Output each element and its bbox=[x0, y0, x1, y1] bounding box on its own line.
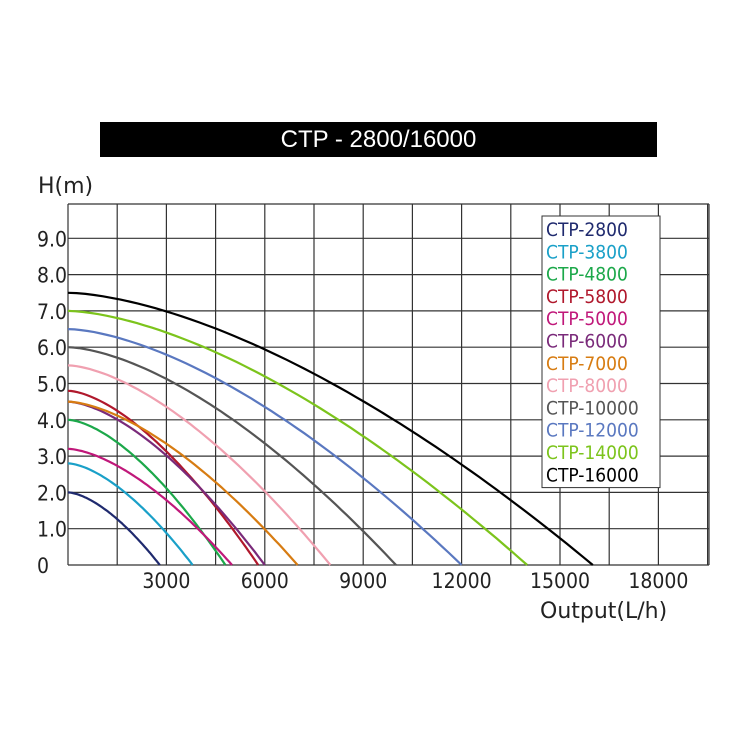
x-axis-label: Output(L/h) bbox=[540, 599, 667, 624]
curve-ctp-5000 bbox=[67, 447, 233, 566]
curve-ctp-4800 bbox=[67, 418, 227, 566]
y-tick-label: 3.0 bbox=[37, 445, 67, 469]
curve-ctp-12000 bbox=[67, 328, 463, 566]
curve-ctp-5800 bbox=[67, 389, 260, 566]
curve-ctp-10000 bbox=[67, 346, 397, 566]
curve-ctp-8000 bbox=[67, 364, 332, 566]
y-tick-label: 5.0 bbox=[37, 373, 67, 397]
x-tick-label: 12000 bbox=[432, 569, 492, 593]
legend-entry: CTP-6000 bbox=[546, 331, 628, 353]
legend-entry: CTP-5000 bbox=[546, 308, 628, 330]
legend-entry: CTP-2800 bbox=[546, 219, 628, 241]
legend-box bbox=[541, 215, 661, 489]
chart-title: CTP - 2800/16000 bbox=[100, 122, 657, 157]
curve-ctp-16000 bbox=[67, 291, 594, 566]
x-tick-label: 3000 bbox=[142, 569, 190, 593]
curve-ctp-3800 bbox=[67, 462, 194, 566]
y-tick-label: 2.0 bbox=[37, 481, 67, 505]
axis-ticks: 0 1.0 2.0 3.0 4.0 5.0 6.0 7.0 8.0 9.0 3000 6000 9000… bbox=[37, 227, 688, 593]
y-tick-label: 6.0 bbox=[37, 336, 67, 360]
y-tick-label: 4.0 bbox=[37, 409, 67, 433]
legend: CTP-2800CTP-3800CTP-4800CTP-5800CTP-5000… bbox=[541, 215, 661, 489]
x-tick-label: 6000 bbox=[241, 569, 289, 593]
legend-entry: CTP-14000 bbox=[546, 442, 639, 464]
x-tick-label: 9000 bbox=[339, 569, 387, 593]
legend-entry: CTP-8000 bbox=[546, 375, 628, 397]
y-tick-label: 0 bbox=[37, 554, 49, 578]
legend-entry: CTP-7000 bbox=[546, 353, 628, 375]
legend-entry: CTP-12000 bbox=[546, 420, 639, 442]
curve-ctp-6000 bbox=[67, 400, 266, 566]
pump-curves bbox=[67, 291, 594, 566]
legend-entry: CTP-3800 bbox=[546, 241, 628, 263]
y-tick-label: 8.0 bbox=[37, 264, 67, 288]
legend-entry: CTP-4800 bbox=[546, 264, 628, 286]
x-tick-label: 18000 bbox=[628, 569, 688, 593]
curve-ctp-7000 bbox=[67, 400, 299, 566]
curve-ctp-14000 bbox=[67, 309, 528, 566]
legend-entry: CTP-16000 bbox=[546, 464, 639, 486]
y-tick-label: 9.0 bbox=[37, 227, 67, 251]
y-axis-label: H(m) bbox=[38, 174, 93, 199]
x-tick-label: 15000 bbox=[530, 569, 590, 593]
legend-entry: CTP-5800 bbox=[546, 286, 628, 308]
curve-ctp-2800 bbox=[67, 491, 161, 566]
y-tick-label: 1.0 bbox=[37, 518, 67, 542]
legend-entry: CTP-10000 bbox=[546, 397, 639, 419]
y-tick-label: 7.0 bbox=[37, 300, 67, 324]
